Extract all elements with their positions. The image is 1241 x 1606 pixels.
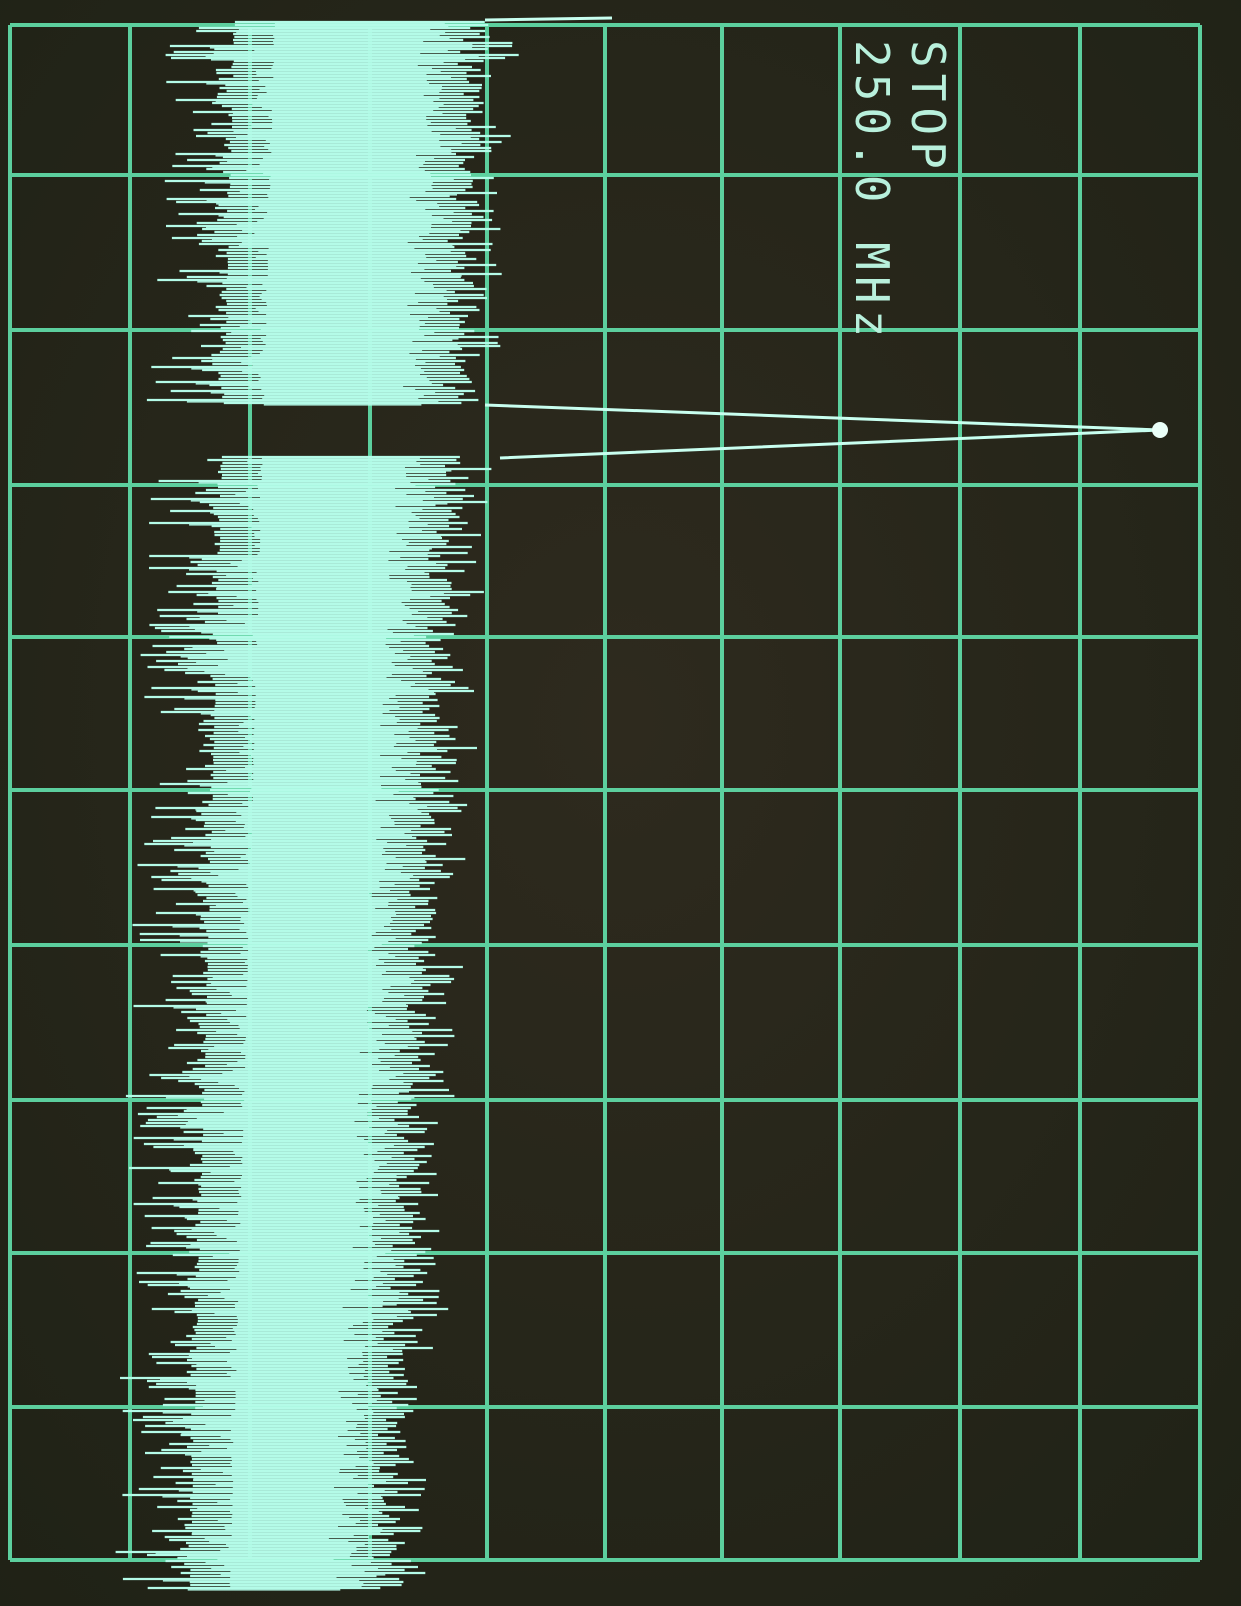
graticule: [8, 23, 1202, 1562]
trace-start: [484, 16, 613, 22]
stop-label: STOP: [901, 40, 955, 175]
trace: [115, 20, 519, 1591]
stop-frequency: 250.0 MHz: [845, 40, 899, 343]
peak-dot: [1152, 422, 1168, 438]
